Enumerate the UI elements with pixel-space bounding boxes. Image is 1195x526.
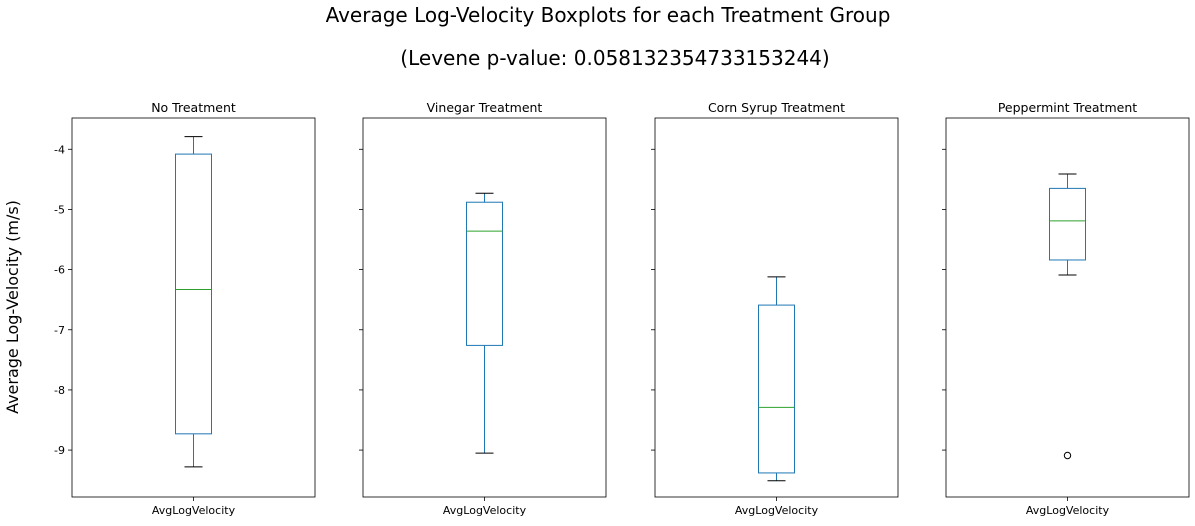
panel-1: No Treatment -4 -5 -6 -7 -8 -9 AvgLogVelocity	[54, 100, 316, 517]
y-tick-label: -6	[54, 264, 65, 277]
panel-title: Vinegar Treatment	[427, 100, 543, 115]
panel-2: Vinegar Treatment AvgLogVelocity	[359, 100, 607, 517]
panel-frame	[362, 117, 607, 498]
x-tick-label: AvgLogVelocity	[443, 504, 527, 517]
y-tick-label: -5	[54, 203, 65, 216]
box	[1049, 187, 1086, 261]
y-axis-label: Average Log-Velocity (m/s)	[3, 200, 22, 414]
panel-4: Peppermint Treatment AvgLogVelocity	[942, 100, 1190, 517]
panel-frame	[71, 117, 316, 498]
panels-group: No Treatment-4-5-6-7-8-9AvgLogVelocityVi…	[54, 100, 1190, 517]
y-tick-label: -4	[54, 143, 65, 156]
x-tick-label: AvgLogVelocity	[152, 504, 236, 517]
panel-title: Corn Syrup Treatment	[708, 100, 845, 115]
panel-frame	[654, 117, 899, 498]
box	[466, 201, 503, 346]
y-tick-label: -9	[54, 444, 65, 457]
panel-frame	[945, 117, 1190, 498]
box	[758, 304, 795, 474]
panel-3: Corn Syrup Treatment AvgLogVelocity	[651, 100, 899, 517]
y-tick-label: -7	[54, 324, 65, 337]
outlier-point	[1063, 451, 1072, 460]
chart-subtitle: (Levene p-value: 0.058132354733153244)	[400, 46, 829, 70]
panel-title: No Treatment	[151, 100, 236, 115]
box	[175, 153, 212, 435]
chart-title: Average Log-Velocity Boxplots for each T…	[326, 3, 891, 27]
panel-title: Peppermint Treatment	[998, 100, 1137, 115]
x-tick-label: AvgLogVelocity	[1026, 504, 1110, 517]
y-tick-label: -8	[54, 384, 65, 397]
x-tick-label: AvgLogVelocity	[735, 504, 819, 517]
